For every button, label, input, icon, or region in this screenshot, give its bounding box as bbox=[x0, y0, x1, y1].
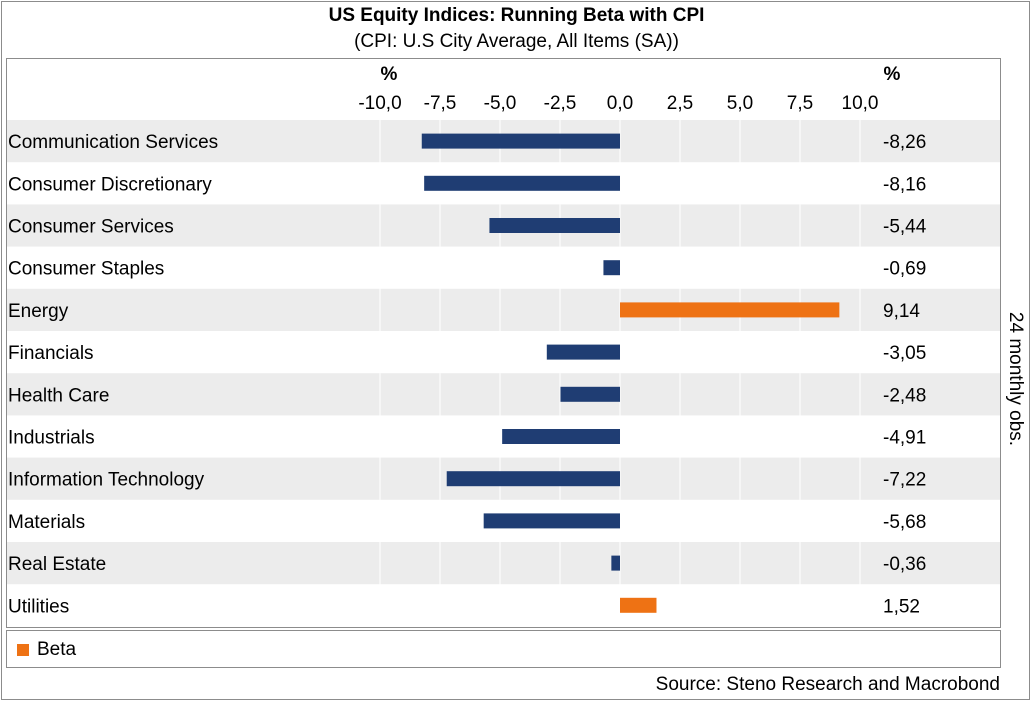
source-note: Source: Steno Research and Macrobond bbox=[655, 674, 1000, 695]
unit-label-right: % bbox=[884, 64, 901, 85]
category-label: Utilities bbox=[8, 596, 69, 617]
bar bbox=[483, 513, 620, 529]
chart-subtitle: (CPI: U.S City Average, All Items (SA)) bbox=[354, 31, 679, 52]
category-label: Health Care bbox=[8, 385, 109, 406]
category-label: Energy bbox=[8, 301, 69, 322]
bar bbox=[424, 175, 620, 191]
x-tick-label: 0,0 bbox=[607, 93, 633, 114]
bar bbox=[502, 429, 620, 444]
row-band bbox=[7, 288, 1000, 331]
value-label: 9,14 bbox=[883, 301, 920, 322]
row-band bbox=[7, 542, 1000, 585]
value-label: -5,68 bbox=[883, 512, 926, 533]
observation-note: 24 monthly obs. bbox=[1005, 311, 1026, 447]
bar bbox=[489, 218, 620, 233]
bar bbox=[421, 133, 620, 149]
bar bbox=[611, 555, 620, 571]
bar bbox=[603, 260, 620, 276]
bar bbox=[620, 597, 657, 613]
value-label: -4,91 bbox=[883, 428, 926, 449]
x-tick-label: -2,5 bbox=[544, 93, 577, 114]
value-label: -0,69 bbox=[883, 259, 926, 280]
bar bbox=[560, 386, 620, 402]
bar bbox=[620, 302, 840, 318]
category-label: Communication Services bbox=[8, 132, 218, 153]
x-tick-label: -5,0 bbox=[484, 93, 517, 114]
value-label: -7,22 bbox=[883, 470, 926, 491]
category-label: Consumer Discretionary bbox=[8, 174, 212, 195]
value-label: 1,52 bbox=[883, 596, 920, 617]
category-label: Materials bbox=[8, 512, 85, 533]
x-tick-label: 5,0 bbox=[727, 93, 753, 114]
category-label: Consumer Staples bbox=[8, 259, 164, 280]
value-label: -8,16 bbox=[883, 174, 926, 195]
bar bbox=[446, 471, 620, 487]
x-tick-label: 2,5 bbox=[667, 93, 693, 114]
bar bbox=[546, 344, 620, 360]
x-tick-label: 10,0 bbox=[842, 93, 879, 114]
value-label: -3,05 bbox=[883, 343, 926, 364]
category-label: Real Estate bbox=[8, 554, 106, 575]
unit-label-left: % bbox=[381, 64, 398, 85]
value-label: -2,48 bbox=[883, 385, 926, 406]
value-label: -0,36 bbox=[883, 554, 926, 575]
category-label: Consumer Services bbox=[8, 217, 174, 238]
legend-label: Beta bbox=[37, 639, 77, 660]
legend-swatch bbox=[17, 644, 29, 656]
x-tick-label: 7,5 bbox=[787, 93, 813, 114]
category-label: Financials bbox=[8, 343, 94, 364]
plot-area bbox=[6, 58, 1001, 628]
category-label: Information Technology bbox=[8, 470, 205, 491]
category-label: Industrials bbox=[8, 428, 95, 449]
row-band bbox=[7, 373, 1000, 416]
legend: Beta bbox=[6, 630, 1001, 668]
value-label: -8,26 bbox=[883, 132, 926, 153]
value-label: -5,44 bbox=[883, 217, 927, 238]
x-tick-label: -7,5 bbox=[424, 93, 457, 114]
chart-title: US Equity Indices: Running Beta with CPI bbox=[328, 5, 705, 26]
x-tick-label: -10,0 bbox=[358, 93, 401, 114]
